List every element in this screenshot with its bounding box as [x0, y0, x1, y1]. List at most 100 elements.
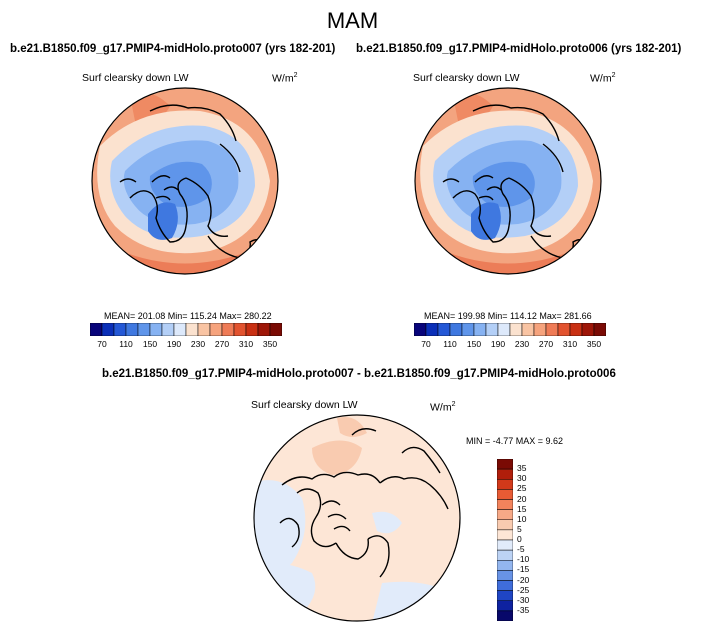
- colorbar-swatch: [173, 323, 187, 336]
- colorbar-tick-label: 230: [190, 339, 206, 349]
- colorbar-tick-label: 110: [119, 339, 133, 349]
- colorbar-tick-label: 270: [538, 339, 554, 349]
- colorbar-tick-label: 270: [214, 339, 230, 349]
- colorbar-swatch: [233, 323, 247, 336]
- colorbar-tick-label: 110: [443, 339, 457, 349]
- colorbar-swatch: [497, 489, 513, 500]
- colorbar-swatch: [497, 479, 513, 490]
- colorbar-tick-label: 350: [586, 339, 602, 349]
- colorbar-swatch: [197, 323, 211, 336]
- units-base: W/m: [272, 72, 294, 85]
- colorbar-swatch: [461, 323, 475, 336]
- difference-units-label: W/m2: [430, 401, 455, 414]
- colorbar-tick-label: 190: [490, 339, 506, 349]
- stats-left: MEAN= 201.08 Min= 115.24 Max= 280.22: [104, 311, 272, 321]
- colorbar-label: -20: [517, 574, 530, 585]
- greenland-cold-core: [471, 202, 501, 240]
- colorbar-swatch: [497, 539, 513, 551]
- colorbar-tick-label: 310: [238, 339, 254, 349]
- colorbar-swatch: [209, 323, 223, 336]
- variable-label-left: Surf clearsky down LW: [82, 72, 189, 84]
- colorbar-swatch: [257, 323, 271, 336]
- colorbar-difference: [497, 459, 513, 621]
- colorbar-tick-label: 230: [514, 339, 530, 349]
- panel-title-left: b.e21.B1850.f09_g17.PMIP4-midHolo.proto0…: [10, 43, 336, 55]
- colorbar-left: [90, 323, 282, 336]
- colorbar-swatch: [569, 323, 583, 336]
- colorbar-swatch: [425, 323, 439, 336]
- colorbar-swatch: [545, 323, 559, 336]
- positive-region: [312, 440, 362, 475]
- colorbar-swatch: [497, 590, 513, 601]
- colorbar-label: -15: [517, 564, 530, 575]
- units-base: W/m: [430, 401, 452, 414]
- colorbar-swatch: [473, 323, 487, 336]
- colorbar-swatch: [185, 323, 199, 336]
- colorbar-label: -35: [517, 604, 530, 615]
- colorbar-right: [414, 323, 606, 336]
- colorbar-swatch: [161, 323, 175, 336]
- colorbar-swatch: [557, 323, 571, 336]
- units-label-left: W/m2: [272, 72, 297, 85]
- colorbar-swatch: [485, 323, 499, 336]
- colorbar-swatch: [497, 509, 513, 520]
- difference-title: b.e21.B1850.f09_g17.PMIP4-midHolo.proto0…: [102, 368, 616, 380]
- colorbar-swatch: [245, 323, 259, 336]
- colorbar-swatch: [521, 323, 535, 336]
- colorbar-swatch: [149, 323, 163, 336]
- colorbar-swatch: [497, 519, 513, 531]
- colorbar-tick-label: 70: [97, 339, 107, 349]
- colorbar-swatch: [593, 323, 606, 336]
- panel-title-right: b.e21.B1850.f09_g17.PMIP4-midHolo.proto0…: [356, 43, 682, 55]
- variable-label-right: Surf clearsky down LW: [413, 72, 520, 84]
- units-label-right: W/m2: [590, 72, 615, 85]
- units-exponent: 2: [451, 401, 456, 408]
- colorbar-label: 30: [517, 473, 527, 484]
- colorbar-swatch: [497, 570, 513, 581]
- colorbar-swatch: [497, 323, 511, 336]
- colorbar-tick-label: 310: [562, 339, 578, 349]
- colorbar-swatch: [497, 459, 513, 470]
- colorbar-swatch: [449, 323, 463, 336]
- colorbar-label: 35: [517, 463, 527, 474]
- colorbar-tick-label: 150: [142, 339, 158, 349]
- colorbar-label: -10: [517, 554, 530, 565]
- colorbar-swatch: [497, 468, 513, 480]
- polar-map-left: [91, 87, 279, 275]
- colorbar-label: -25: [517, 584, 530, 595]
- colorbar-swatch: [269, 323, 282, 336]
- coastlines: [279, 428, 449, 578]
- colorbar-label: 25: [517, 483, 527, 494]
- colorbar-swatch: [509, 323, 523, 336]
- colorbar-tick-label: 150: [466, 339, 482, 349]
- stats-right: MEAN= 199.98 Min= 114.12 Max= 281.66: [424, 311, 592, 321]
- negative-region: [254, 480, 306, 579]
- polar-map-right: [414, 87, 602, 275]
- units-base: W/m: [590, 72, 612, 85]
- season-title: MAM: [326, 8, 379, 33]
- colorbar-swatch: [113, 323, 127, 336]
- greenland-cold-core: [148, 202, 178, 240]
- colorbar-swatch: [137, 323, 151, 336]
- difference-variable-label: Surf clearsky down LW: [251, 399, 358, 411]
- colorbar-swatch: [221, 323, 235, 336]
- colorbar-tick-label: 190: [166, 339, 182, 349]
- colorbar-label: 10: [517, 513, 527, 524]
- colorbar-swatch: [497, 549, 513, 561]
- polar-map-difference: [253, 414, 461, 622]
- colorbar-difference-labels: 35 30 25 20 15 10 5 0 -5 -10 -15 -20 -25 -30 -35: [517, 459, 547, 621]
- colorbar-ticks-left: 70 110 150 190 230 270 310 350: [90, 339, 282, 351]
- colorbar-label: 0: [517, 534, 522, 544]
- colorbar-tick-label: 350: [262, 339, 278, 349]
- colorbar-swatch: [533, 323, 547, 336]
- colorbar-label: -5: [517, 544, 525, 555]
- colorbar-swatch: [497, 580, 513, 591]
- colorbar-tick-label: 70: [421, 339, 431, 349]
- colorbar-swatch: [497, 529, 513, 541]
- colorbar-swatch: [101, 323, 115, 336]
- units-exponent: 2: [611, 72, 616, 79]
- colorbar-swatch: [497, 600, 513, 612]
- colorbar-swatch: [125, 323, 139, 336]
- colorbar-swatch: [497, 560, 513, 571]
- colorbar-label: 20: [517, 493, 527, 504]
